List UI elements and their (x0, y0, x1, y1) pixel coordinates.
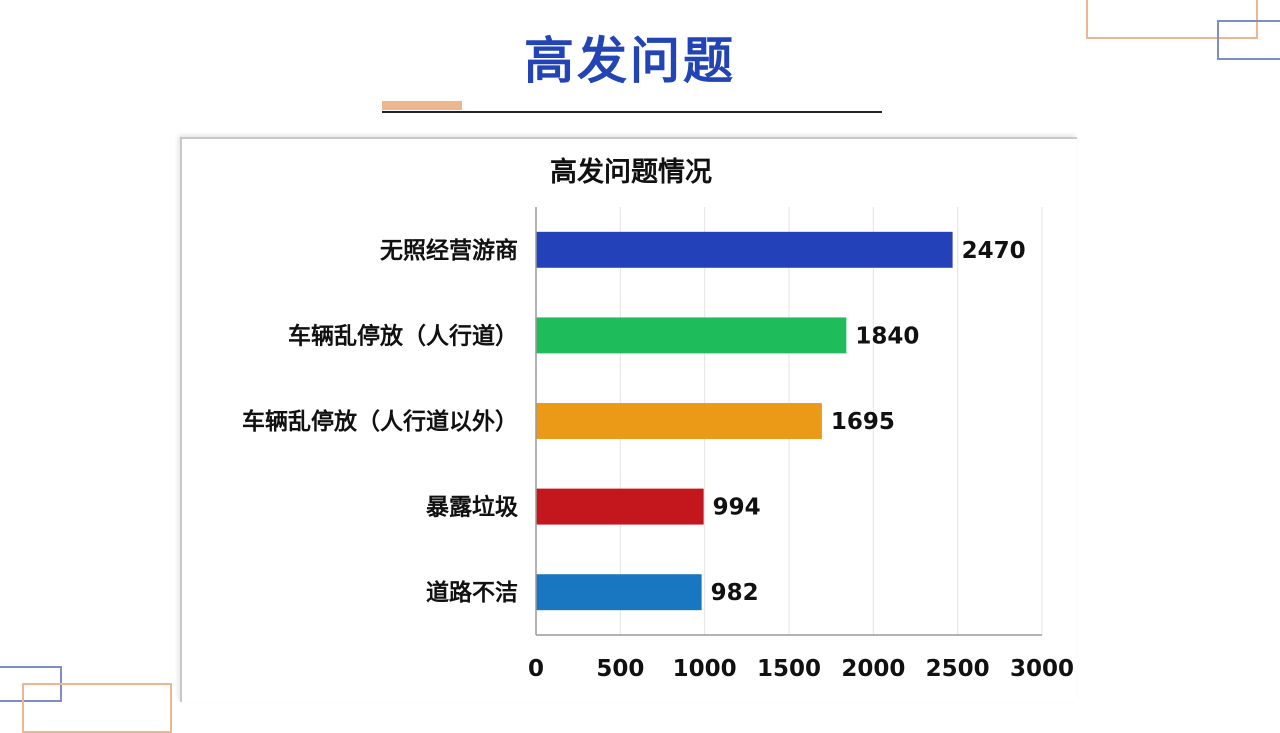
category-label: 道路不洁 (426, 579, 518, 606)
bar (536, 403, 822, 439)
x-tick-label: 2500 (926, 656, 990, 682)
category-label: 暴露垃圾 (426, 494, 519, 521)
bar (536, 488, 704, 525)
decor-frame-top-right-blue (1217, 20, 1280, 60)
x-tick-label: 500 (596, 656, 644, 682)
bar (536, 317, 847, 354)
bar (536, 231, 953, 268)
category-label: 无照经营游商 (380, 237, 518, 264)
chart-title: 高发问题情况 (550, 156, 712, 188)
data-label: 1840 (855, 323, 919, 349)
category-label: 车辆乱停放（人行道） (288, 322, 518, 349)
bar (536, 574, 702, 611)
x-tick-label: 1000 (673, 656, 737, 682)
title-underline (382, 111, 882, 113)
bar-chart: 高发问题情况 2470 1840 1695 994 982 0 500 1000 1500 20… (242, 156, 1074, 682)
x-tick-label: 1500 (757, 656, 821, 682)
data-label: 994 (713, 495, 761, 521)
axes: 0 500 1000 1500 2000 2500 3000 无照经营游商车辆乱停放（人行道）… (242, 207, 1074, 682)
x-tick-label: 3000 (1010, 656, 1074, 682)
category-label: 车辆乱停放（人行道以外） (242, 408, 518, 435)
decor-frame-top-right-orange (1086, 0, 1258, 39)
data-label: 2470 (962, 238, 1026, 264)
x-tick-label: 0 (528, 656, 544, 682)
data-label: 1695 (831, 409, 895, 435)
chart-card: 高发问题情况 2470 1840 1695 994 982 0 500 1000 1500 20… (180, 137, 1077, 702)
data-label: 982 (711, 580, 759, 606)
title-accent-bar (382, 101, 462, 110)
bars: 2470 1840 1695 994 982 (536, 231, 1026, 611)
x-tick-label: 2000 (841, 656, 905, 682)
decor-frame-bottom-left-orange (22, 683, 172, 733)
page-title: 高发问题 (524, 32, 736, 90)
